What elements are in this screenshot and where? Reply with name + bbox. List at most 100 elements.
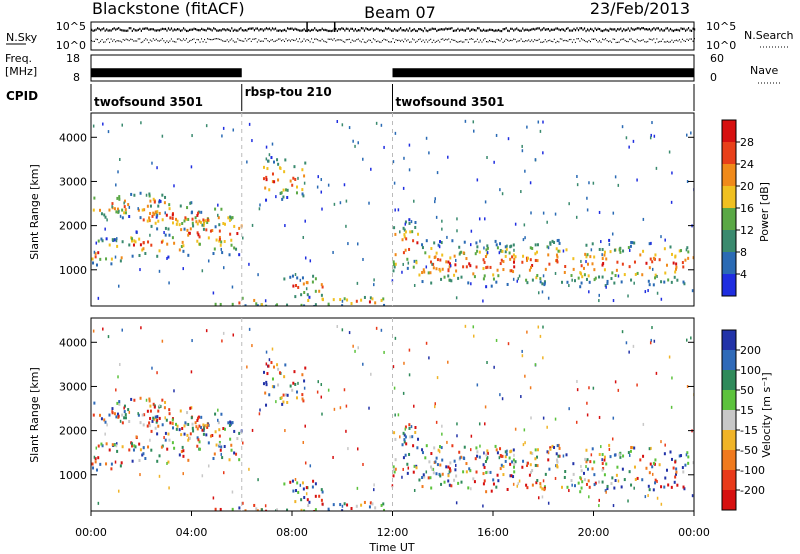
x-tick-label: 04:00 (176, 526, 208, 539)
nsky-point (629, 29, 631, 32)
velocity-echo (258, 412, 261, 416)
y-tick-label: 3000 (59, 380, 87, 393)
nsearch-point (531, 39, 533, 41)
nsky-point (580, 27, 583, 30)
power-echo (180, 228, 183, 232)
nsky-point (359, 29, 361, 32)
power-echo (547, 246, 550, 250)
nsearch-point (366, 40, 368, 42)
power-echo (175, 222, 178, 226)
nsky-trace (91, 22, 696, 44)
power-echo (654, 273, 657, 277)
velocity-echo (118, 402, 121, 406)
power-echo (124, 211, 127, 215)
power-echo (149, 204, 152, 208)
velocity-echo (434, 460, 437, 464)
velocity-echo (108, 413, 111, 417)
power-echo (305, 281, 308, 285)
velocity-echo (206, 423, 209, 427)
nsky-point (252, 27, 254, 30)
velocity-echo (172, 426, 175, 430)
power-echo (676, 278, 679, 282)
nsky-point (195, 27, 197, 31)
nsky-point (380, 28, 382, 32)
nsky-point (567, 27, 569, 30)
power-echo (214, 207, 217, 211)
power-echo (605, 285, 607, 289)
power-echo (485, 266, 488, 270)
nsearch-point (161, 38, 163, 40)
velocity-echo (192, 429, 195, 433)
power-echo (546, 245, 549, 249)
power-echo (580, 259, 582, 263)
velocity-echo (482, 472, 485, 476)
velocity-echo (436, 376, 439, 380)
velocity-echo (583, 478, 586, 482)
power-echo (497, 274, 500, 278)
nsearch-point (282, 39, 284, 41)
velocity-echo (141, 453, 144, 457)
power-echo (585, 243, 588, 247)
power-echo (483, 246, 485, 250)
nsearch-point (205, 41, 207, 43)
nsearch-point (176, 38, 178, 40)
nsearch-point (577, 38, 579, 40)
velocity-echo (591, 467, 594, 471)
nsearch-point (412, 38, 414, 40)
power-echo (576, 174, 578, 178)
nsky-point (314, 27, 316, 30)
nsky-point (591, 28, 593, 31)
power-echo (526, 281, 529, 285)
power-echo (392, 160, 395, 164)
velocity-echo (368, 505, 371, 509)
nsearch-point (479, 39, 481, 41)
x-tick-label: 12:00 (377, 526, 409, 539)
nsky-point (267, 28, 269, 31)
nsearch-point (473, 41, 475, 43)
velocity-echo (686, 338, 688, 342)
power-echo (492, 273, 495, 277)
velocity-echo (268, 393, 271, 397)
nsky-point (668, 29, 670, 32)
power-echo (227, 216, 230, 220)
nsearch-point (549, 39, 551, 41)
velocity-echo (437, 448, 440, 452)
velocity-echo (421, 476, 424, 480)
power-echo (265, 178, 268, 182)
power-echo (628, 248, 631, 252)
power-echo (362, 257, 364, 261)
power-echo (350, 301, 353, 305)
nsky-point (488, 28, 491, 31)
power-echo (423, 270, 426, 274)
nsky-point (409, 27, 411, 30)
velocity-echo (303, 379, 306, 383)
velocity-echoes (91, 324, 694, 511)
nsearch-point (204, 38, 206, 41)
velocity-echo (499, 453, 502, 457)
y-tick-label: 3000 (59, 175, 87, 188)
nsearch-point (602, 38, 604, 40)
velocity-echo (649, 341, 652, 345)
power-echo (601, 263, 604, 267)
velocity-echo (670, 405, 673, 409)
power-echo (447, 274, 450, 278)
nsky-point (311, 28, 313, 32)
power-echo (178, 223, 181, 227)
power-echo (465, 265, 468, 269)
power-echo (356, 242, 359, 246)
power-echo (412, 239, 415, 243)
power-echo (478, 250, 481, 254)
nsky-point (207, 27, 209, 30)
nsearch-point (363, 41, 365, 43)
power-echo (187, 253, 190, 257)
power-echo (219, 302, 222, 306)
power-echo (513, 257, 516, 261)
y-tick-label: 1000 (59, 264, 87, 277)
velocity-echo (425, 444, 428, 448)
velocity-echo (399, 435, 401, 439)
velocity-echo (153, 405, 156, 409)
velocity-echo (115, 444, 118, 448)
power-echo (92, 124, 95, 128)
nsky-point (632, 28, 634, 31)
